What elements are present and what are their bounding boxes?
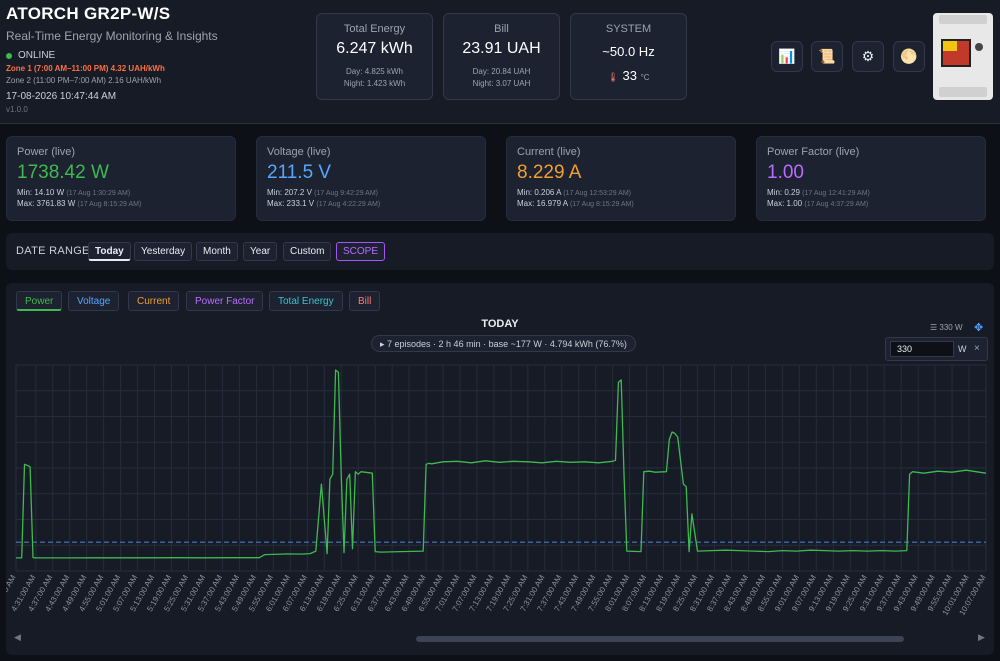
power-factor-live-value: 1.00	[767, 162, 804, 183]
current-live-value: 8.229 A	[517, 162, 582, 183]
temperature-readout: 🌡 33 °C	[571, 68, 686, 83]
total-energy-value: 6.247 kWh	[336, 40, 413, 57]
current-max: Max: 16.979 A (17 Aug 8:15:29 AM)	[517, 199, 634, 208]
range-today-button[interactable]: Today	[88, 242, 131, 261]
bill-card: Bill 23.91 UAH Day: 20.84 UAH Night: 3.0…	[443, 13, 560, 100]
brand-block: ATORCH GR2P-W/S Real-Time Energy Monitor…	[6, 4, 218, 114]
voltage-live-card: Voltage (live) 211.5 V Min: 207.2 V (17 …	[256, 136, 486, 221]
app-version: v1.0.0	[6, 105, 28, 114]
tariff-zone-1: Zone 1 (7:00 AM–11:00 PM) 4.32 UAH/kWh	[6, 64, 165, 73]
chart-panel: Power Voltage Current Power Factor Total…	[6, 283, 994, 655]
threshold-input[interactable]	[890, 341, 954, 357]
power-factor-min: Min: 0.29 (17 Aug 12:41:29 AM)	[767, 188, 870, 197]
bill-day: Day: 20.84 UAH	[472, 67, 531, 76]
frequency-value: ~50.0 Hz	[602, 44, 655, 59]
total-energy-title: Total Energy	[343, 23, 406, 35]
thermometer-icon: 🌡	[607, 72, 619, 82]
power-live-title: Power (live)	[17, 146, 76, 158]
threshold-unit: W	[958, 344, 967, 354]
tab-power[interactable]: Power	[16, 291, 63, 311]
app-subtitle: Real-Time Energy Monitoring & Insights	[6, 29, 218, 43]
range-yesterday-button[interactable]: Yesterday	[134, 242, 193, 261]
power-factor-live-title: Power Factor (live)	[767, 146, 860, 158]
tab-current[interactable]: Current	[128, 291, 180, 311]
voltage-live-title: Voltage (live)	[267, 146, 331, 158]
theme-icon[interactable]: 🌕	[893, 41, 925, 72]
power-factor-live-card: Power Factor (live) 1.00 Min: 0.29 (17 A…	[756, 136, 986, 221]
close-icon[interactable]: ×	[974, 343, 980, 354]
range-custom-button[interactable]: Custom	[283, 242, 332, 261]
current-live-title: Current (live)	[517, 146, 581, 158]
total-energy-card: Total Energy 6.247 kWh Day: 4.825 kWh Ni…	[316, 13, 433, 100]
scroll-right-icon[interactable]: ▶	[978, 632, 985, 642]
temperature-unit: °C	[640, 73, 650, 82]
power-min: Min: 14.10 W (17 Aug 1:30:29 AM)	[17, 188, 131, 197]
scroll-icon[interactable]: 📜	[811, 41, 843, 72]
status-indicator: ONLINE	[6, 50, 218, 61]
app-title: ATORCH GR2P-W/S	[6, 4, 171, 23]
power-series-line	[15, 369, 987, 559]
power-live-card: Power (live) 1738.42 W Min: 14.10 W (17 …	[6, 136, 236, 221]
status-label: ONLINE	[18, 50, 56, 61]
tab-power-factor[interactable]: Power Factor	[186, 291, 264, 311]
scroll-left-icon[interactable]: ◀	[14, 632, 21, 642]
current-min: Min: 0.206 A (17 Aug 12:53:29 AM)	[517, 188, 631, 197]
date-range-bar: DATE RANGE Today Yesterday Month Year Cu…	[6, 233, 994, 270]
total-energy-day: Day: 4.825 kWh	[346, 67, 403, 76]
tab-bill[interactable]: Bill	[349, 291, 381, 311]
episodes-summary-pill[interactable]: ▸ 7 episodes · 2 h 46 min · base ~177 W …	[371, 335, 636, 352]
tab-voltage[interactable]: Voltage	[68, 291, 120, 311]
app-header: ATORCH GR2P-W/S Real-Time Energy Monitor…	[0, 0, 1000, 124]
bill-value: 23.91 UAH	[462, 40, 541, 57]
power-factor-max: Max: 1.00 (17 Aug 4:37:29 AM)	[767, 199, 869, 208]
current-datetime: 17-08-2026 10:47:44 AM	[6, 91, 117, 102]
bill-title: Bill	[494, 23, 509, 35]
power-max: Max: 3761.83 W (17 Aug 8:15:29 AM)	[17, 199, 142, 208]
temperature-value: 33	[622, 68, 637, 83]
system-title: SYSTEM	[605, 23, 652, 35]
voltage-max: Max: 233.1 V (17 Aug 4:22:29 AM)	[267, 199, 381, 208]
chart-scrollbar[interactable]: ◀ ▶	[14, 632, 986, 643]
scope-button[interactable]: SCOPE	[336, 242, 386, 261]
gear-icon[interactable]: ⚙	[852, 41, 884, 72]
range-month-button[interactable]: Month	[196, 242, 238, 261]
bill-night: Night: 3.07 UAH	[472, 79, 531, 88]
range-year-button[interactable]: Year	[243, 242, 278, 261]
chart-title: TODAY	[481, 318, 519, 330]
date-range-label: DATE RANGE	[16, 245, 90, 257]
total-energy-night: Night: 1.423 kWh	[343, 79, 406, 88]
system-card: SYSTEM ~50.0 Hz 🌡 33 °C	[570, 13, 687, 100]
move-icon[interactable]: ✥	[974, 322, 984, 334]
power-chart[interactable]: 4:24:00 AM4:31:00 AM4:37:00 AM4:43:00 AM…	[6, 283, 994, 633]
voltage-min: Min: 207.2 V (17 Aug 9:42:29 AM)	[267, 188, 378, 197]
voltage-live-value: 211.5 V	[267, 162, 332, 183]
threshold-label[interactable]: ☰ 330 W	[930, 323, 963, 332]
scrollbar-thumb[interactable]	[416, 636, 904, 642]
tariff-zone-2: Zone 2 (11:00 PM–7:00 AM) 2.16 UAH/kWh	[6, 76, 162, 85]
online-dot-icon	[6, 52, 12, 59]
power-live-value: 1738.42 W	[17, 162, 109, 183]
threshold-editor: W ×	[885, 337, 988, 361]
chart-icon[interactable]: 📊	[771, 41, 803, 72]
tab-total-energy[interactable]: Total Energy	[269, 291, 343, 311]
current-live-card: Current (live) 8.229 A Min: 0.206 A (17 …	[506, 136, 736, 221]
device-image	[933, 13, 993, 100]
